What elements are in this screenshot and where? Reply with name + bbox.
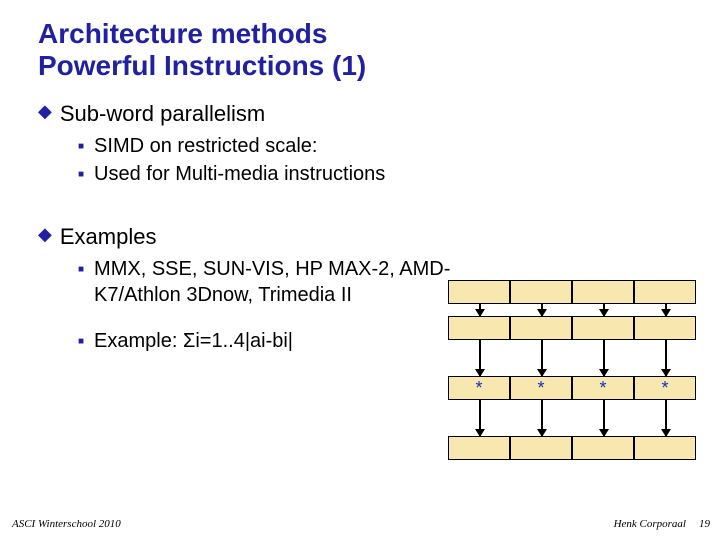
arrow-down-icon	[541, 400, 543, 436]
data-cell	[634, 436, 696, 460]
arrow-down-icon	[479, 340, 481, 376]
bullet-text: SIMD on restricted scale:	[94, 133, 317, 159]
footer-left: ASCI Winterschool 2010	[12, 518, 121, 530]
bullet-mmx: ■ MMX, SSE, SUN-VIS, HP MAX-2, AMD-K7/At…	[78, 256, 498, 308]
bullet-subword: ◆ Sub-word parallelism	[38, 100, 682, 129]
square-icon: ■	[78, 169, 84, 180]
diamond-icon: ◆	[38, 100, 52, 123]
data-row	[448, 316, 696, 340]
bullet-multimedia: ■ Used for Multi-media instructions	[78, 161, 682, 187]
data-cell	[634, 280, 696, 304]
arrow-down-icon	[603, 304, 605, 316]
square-icon: ■	[78, 336, 84, 347]
data-cell	[572, 436, 634, 460]
data-cell	[448, 436, 510, 460]
data-cell	[510, 316, 572, 340]
slide-title: Architecture methods Powerful Instructio…	[38, 18, 682, 82]
arrow-down-icon	[479, 400, 481, 436]
data-cell	[510, 280, 572, 304]
bullet-text: Sub-word parallelism	[60, 100, 265, 129]
data-row	[448, 280, 696, 304]
data-cell	[448, 280, 510, 304]
data-cell	[572, 316, 634, 340]
data-cell	[634, 316, 696, 340]
title-line-2: Powerful Instructions (1)	[38, 50, 366, 81]
bullet-text: Used for Multi-media instructions	[94, 161, 385, 187]
simd-diagram: ****	[448, 280, 696, 480]
arrow-down-icon	[665, 400, 667, 436]
bullet-text: Example: Σi=1..4|ai-bi|	[94, 328, 293, 354]
data-cell	[448, 316, 510, 340]
bullet-text: MMX, SSE, SUN-VIS, HP MAX-2, AMD-K7/Athl…	[94, 256, 498, 308]
op-cell: *	[510, 376, 572, 400]
arrow-down-icon	[603, 340, 605, 376]
bullet-text: Examples	[60, 223, 157, 252]
bullet-examples: ◆ Examples	[38, 223, 682, 252]
square-icon: ■	[78, 264, 84, 275]
arrow-down-icon	[665, 340, 667, 376]
data-row	[448, 436, 696, 460]
footer-page: 19	[699, 518, 710, 530]
title-line-1: Architecture methods	[38, 18, 327, 49]
arrow-down-icon	[665, 304, 667, 316]
op-cell: *	[634, 376, 696, 400]
square-icon: ■	[78, 141, 84, 152]
arrow-down-icon	[479, 304, 481, 316]
op-cell: *	[448, 376, 510, 400]
arrow-down-icon	[541, 340, 543, 376]
footer-right: Henk Corporaal	[614, 518, 686, 530]
diamond-icon: ◆	[38, 223, 52, 246]
bullet-simd: ■ SIMD on restricted scale:	[78, 133, 682, 159]
data-cell	[510, 436, 572, 460]
arrow-down-icon	[541, 304, 543, 316]
data-cell	[572, 280, 634, 304]
op-cell: *	[572, 376, 634, 400]
arrow-down-icon	[603, 400, 605, 436]
op-row: ****	[448, 376, 696, 400]
